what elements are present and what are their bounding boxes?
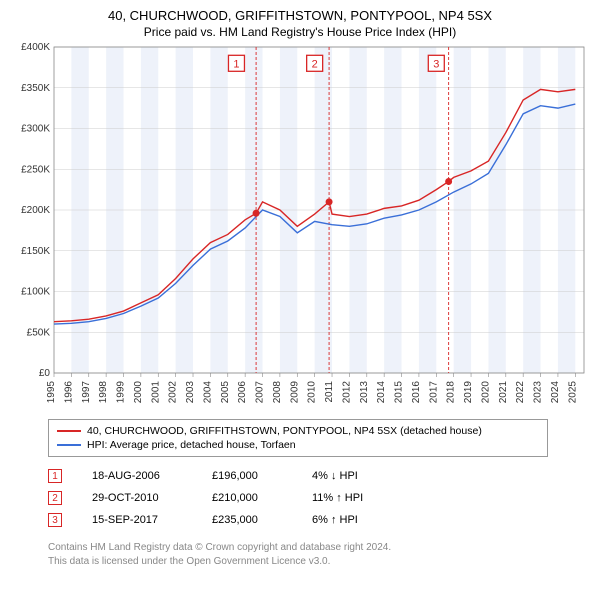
- transaction-marker: 3: [48, 513, 62, 527]
- svg-text:£350K: £350K: [21, 83, 50, 94]
- transaction-date: 29-OCT-2010: [92, 492, 182, 504]
- transaction-row: 2 29-OCT-2010 £210,000 11% ↑ HPI: [48, 487, 592, 509]
- svg-text:£200K: £200K: [21, 205, 50, 216]
- svg-text:2013: 2013: [359, 381, 370, 404]
- svg-text:2016: 2016: [411, 381, 422, 404]
- svg-text:2000: 2000: [133, 381, 144, 404]
- svg-text:1: 1: [233, 58, 239, 70]
- svg-text:1998: 1998: [98, 381, 109, 404]
- transaction-date: 18-AUG-2006: [92, 470, 182, 482]
- page-title: 40, CHURCHWOOD, GRIFFITHSTOWN, PONTYPOOL…: [8, 8, 592, 23]
- svg-text:£250K: £250K: [21, 164, 50, 175]
- legend-label: HPI: Average price, detached house, Torf…: [87, 439, 296, 451]
- svg-text:2012: 2012: [341, 381, 352, 404]
- svg-text:2007: 2007: [255, 381, 266, 404]
- footer-line-1: Contains HM Land Registry data © Crown c…: [48, 541, 592, 555]
- page-subtitle: Price paid vs. HM Land Registry's House …: [8, 25, 592, 39]
- transaction-price: £235,000: [212, 514, 282, 526]
- svg-text:2004: 2004: [202, 381, 213, 404]
- svg-text:2003: 2003: [185, 381, 196, 404]
- svg-text:2015: 2015: [394, 381, 405, 404]
- legend: 40, CHURCHWOOD, GRIFFITHSTOWN, PONTYPOOL…: [48, 419, 548, 457]
- svg-text:£150K: £150K: [21, 246, 50, 257]
- transaction-date: 15-SEP-2017: [92, 514, 182, 526]
- svg-text:2006: 2006: [237, 381, 248, 404]
- transaction-marker: 1: [48, 469, 62, 483]
- svg-text:2008: 2008: [272, 381, 283, 404]
- svg-text:2024: 2024: [550, 381, 561, 404]
- svg-text:2023: 2023: [533, 381, 544, 404]
- svg-text:£0: £0: [39, 368, 51, 379]
- svg-text:£100K: £100K: [21, 287, 50, 298]
- legend-label: 40, CHURCHWOOD, GRIFFITHSTOWN, PONTYPOOL…: [87, 425, 482, 437]
- svg-text:£400K: £400K: [21, 43, 50, 53]
- svg-text:2: 2: [312, 58, 318, 70]
- legend-swatch: [57, 444, 81, 446]
- svg-text:£300K: £300K: [21, 124, 50, 135]
- svg-text:2021: 2021: [498, 381, 509, 404]
- svg-text:2001: 2001: [150, 381, 161, 404]
- svg-text:2005: 2005: [220, 381, 231, 404]
- transaction-price: £196,000: [212, 470, 282, 482]
- price-chart: £0 £50K £100K £150K £200K £250K £300K £350K £400…: [8, 43, 592, 413]
- svg-text:£50K: £50K: [27, 327, 51, 338]
- svg-text:2019: 2019: [463, 381, 474, 404]
- transaction-row: 3 15-SEP-2017 £235,000 6% ↑ HPI: [48, 509, 592, 531]
- svg-text:1996: 1996: [63, 381, 74, 404]
- transaction-price: £210,000: [212, 492, 282, 504]
- transaction-pct: 11% ↑ HPI: [312, 492, 402, 504]
- transactions-table: 1 18-AUG-2006 £196,000 4% ↓ HPI 2 29-OCT-2010…: [48, 465, 592, 531]
- transaction-marker: 2: [48, 491, 62, 505]
- transaction-row: 1 18-AUG-2006 £196,000 4% ↓ HPI: [48, 465, 592, 487]
- legend-item: 40, CHURCHWOOD, GRIFFITHSTOWN, PONTYPOOL…: [57, 424, 539, 438]
- svg-text:2014: 2014: [376, 381, 387, 404]
- legend-swatch: [57, 430, 81, 432]
- svg-text:2017: 2017: [428, 381, 439, 404]
- svg-text:2020: 2020: [480, 381, 491, 404]
- svg-text:2009: 2009: [289, 381, 300, 404]
- svg-text:2011: 2011: [324, 381, 335, 403]
- svg-text:3: 3: [433, 58, 439, 70]
- transaction-pct: 4% ↓ HPI: [312, 470, 402, 482]
- svg-text:2022: 2022: [515, 381, 526, 404]
- legend-item: HPI: Average price, detached house, Torf…: [57, 438, 539, 452]
- svg-text:1999: 1999: [116, 381, 127, 404]
- svg-text:1995: 1995: [46, 381, 57, 404]
- footer: Contains HM Land Registry data © Crown c…: [48, 541, 592, 568]
- transaction-pct: 6% ↑ HPI: [312, 514, 402, 526]
- svg-text:1997: 1997: [81, 381, 92, 404]
- svg-text:2025: 2025: [567, 381, 578, 404]
- svg-text:2010: 2010: [307, 381, 318, 404]
- footer-line-2: This data is licensed under the Open Gov…: [48, 555, 592, 569]
- svg-text:2002: 2002: [168, 381, 179, 404]
- chart-svg: £0 £50K £100K £150K £200K £250K £300K £350K £400…: [8, 43, 592, 413]
- svg-text:2018: 2018: [446, 381, 457, 404]
